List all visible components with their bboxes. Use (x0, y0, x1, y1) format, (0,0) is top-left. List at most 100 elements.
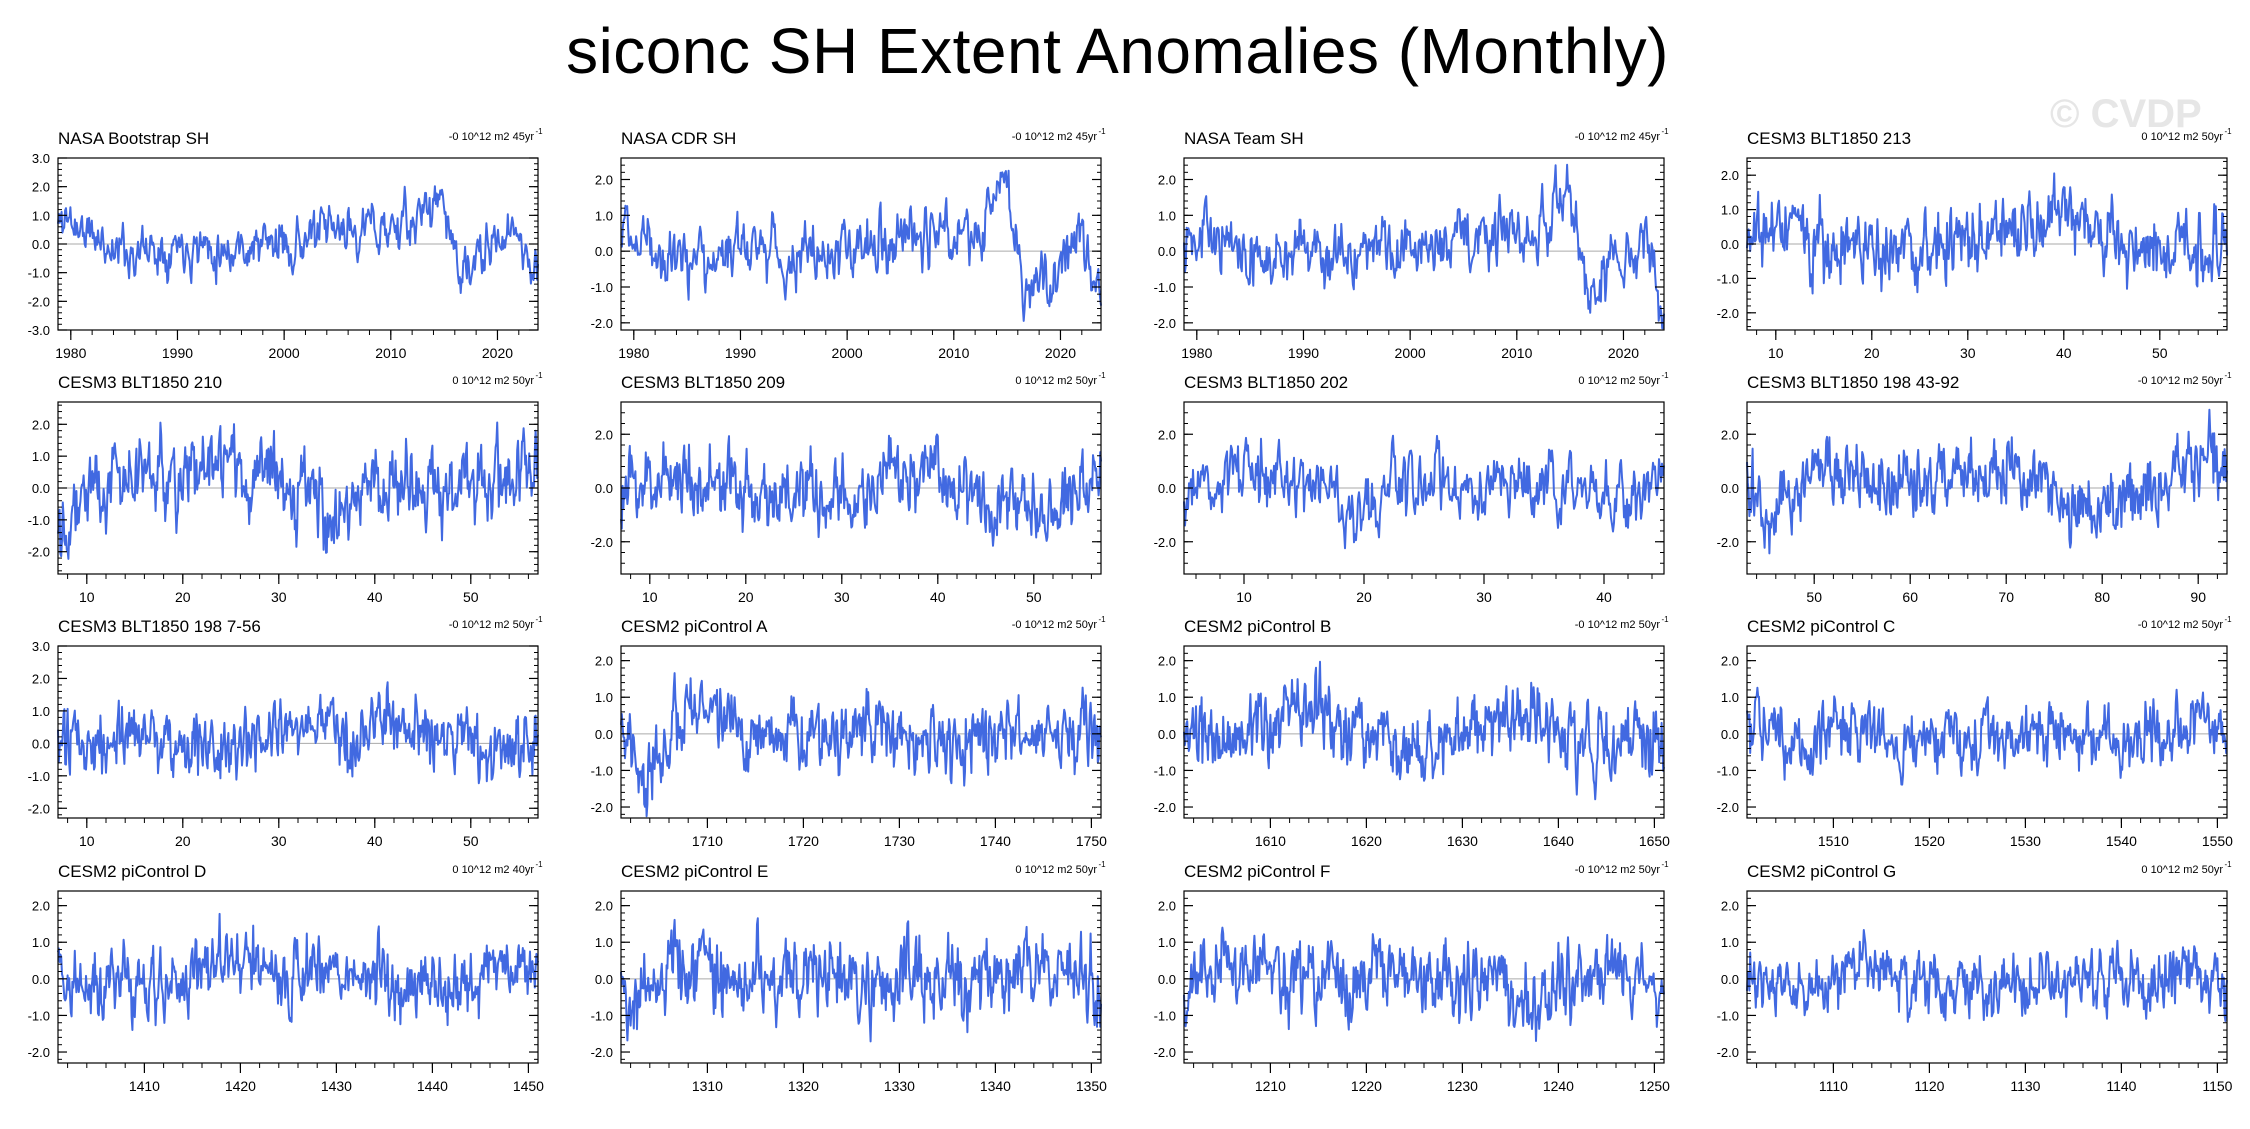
x-tick-label: 1730 (884, 833, 915, 849)
panel-4: CESM3 BLT1850 213 0 10^12 m2 50yr -1 -2.0 -1… (1717, 127, 2233, 361)
y-tick-label: 2.0 (595, 173, 613, 188)
x-tick-label: 1640 (1543, 833, 1574, 849)
panel-title: CESM3 BLT1850 198 43-92 (1747, 373, 1959, 392)
y-tick-label: -1.0 (1717, 271, 1739, 286)
y-tick-label: 2.0 (32, 180, 50, 195)
y-tick-label: 1.0 (32, 704, 50, 719)
y-tick-label: -2.0 (591, 535, 613, 550)
panel-title: CESM2 piControl E (621, 862, 768, 881)
panel-6: CESM3 BLT1850 209 0 10^12 m2 50yr -1 -2.0 0.… (591, 371, 1107, 605)
y-tick-label: -2.0 (1717, 306, 1739, 321)
y-tick-label: -2.0 (591, 800, 613, 815)
panel-2: NASA CDR SH -0 10^12 m2 45yr -1 -2.0 -1.0 0.0… (591, 127, 1107, 361)
x-tick-label: 20 (175, 589, 191, 605)
y-tick-label: 1.0 (1158, 690, 1176, 705)
x-tick-label: 1210 (1255, 1078, 1286, 1094)
panel-title: CESM2 piControl B (1184, 617, 1331, 636)
y-tick-label: -1.0 (28, 1008, 50, 1023)
panel-title: CESM2 piControl A (621, 617, 768, 636)
x-tick-label: 1130 (2010, 1078, 2040, 1094)
x-tick-label: 2020 (482, 345, 513, 361)
x-tick-label: 1150 (2202, 1078, 2232, 1094)
x-tick-label: 40 (2056, 345, 2072, 361)
y-tick-label: -1.0 (28, 513, 50, 528)
trend-superscript: -1 (1661, 371, 1669, 380)
y-tick-label: 2.0 (32, 899, 50, 914)
series-line (1183, 926, 1665, 1042)
x-tick-label: 1320 (788, 1078, 819, 1094)
x-tick-label: 1340 (980, 1078, 1011, 1094)
page-title: siconc SH Extent Anomalies (Monthly) (566, 15, 1669, 87)
panel-title: NASA CDR SH (621, 129, 736, 148)
y-tick-label: -2.0 (1717, 535, 1739, 550)
x-tick-label: 50 (1806, 589, 1822, 605)
trend-label: -0 10^12 m2 45yr (1012, 131, 1098, 143)
x-tick-label: 60 (1902, 589, 1918, 605)
trend-superscript: -1 (1661, 615, 1669, 624)
trend-superscript: -1 (1661, 860, 1669, 869)
y-tick-label: -1.0 (591, 1008, 613, 1023)
panel-5: CESM3 BLT1850 210 0 10^12 m2 50yr -1 -2.0 -1… (28, 371, 544, 605)
y-tick-label: 1.0 (1158, 935, 1176, 950)
series-line (1183, 660, 1665, 801)
x-tick-label: 30 (834, 589, 850, 605)
trend-superscript: -1 (1661, 127, 1669, 136)
panel-8: CESM3 BLT1850 198 43-92 -0 10^12 m2 50yr -… (1717, 371, 2233, 605)
panel-3: NASA Team SH -0 10^12 m2 45yr -1 -2.0 -1.0 0.… (1154, 127, 1670, 361)
x-tick-label: 1720 (788, 833, 819, 849)
panel-7: CESM3 BLT1850 202 0 10^12 m2 50yr -1 -2.0 0.… (1154, 371, 1670, 605)
trend-label: 0 10^12 m2 50yr (2141, 131, 2223, 143)
trend-label: -0 10^12 m2 50yr (1575, 864, 1661, 876)
series-line (620, 169, 1102, 322)
x-tick-label: 80 (2094, 589, 2110, 605)
x-tick-label: 1620 (1351, 833, 1382, 849)
y-tick-label: 2.0 (1721, 427, 1739, 442)
x-tick-label: 50 (2152, 345, 2168, 361)
x-tick-label: 1430 (321, 1078, 352, 1094)
panel-1: NASA Bootstrap SH -0 10^12 m2 45yr -1 -3.0 -… (28, 127, 544, 361)
x-tick-label: 1990 (725, 345, 756, 361)
y-tick-label: 0.0 (1158, 244, 1176, 259)
panel-title: CESM3 BLT1850 198 7-56 (58, 617, 261, 636)
y-tick-label: 0.0 (1721, 237, 1739, 252)
trend-superscript: -1 (1098, 371, 1106, 380)
y-tick-label: -1.0 (28, 769, 50, 784)
cvdp-watermark: © CVDP (2050, 92, 2202, 136)
x-tick-label: 30 (271, 833, 287, 849)
x-tick-label: 1410 (129, 1078, 160, 1094)
panel-title: CESM2 piControl F (1184, 862, 1330, 881)
trend-superscript: -1 (535, 615, 543, 624)
series-line (1746, 929, 2228, 1023)
x-tick-label: 1980 (55, 345, 86, 361)
x-tick-label: 40 (367, 589, 383, 605)
series-line (1183, 434, 1665, 550)
y-tick-label: 2.0 (32, 671, 50, 686)
x-tick-label: 1330 (884, 1078, 915, 1094)
x-tick-label: 50 (463, 589, 479, 605)
x-tick-label: 1520 (1914, 833, 1945, 849)
y-tick-label: 0.0 (32, 972, 50, 987)
y-tick-label: -2.0 (591, 1045, 613, 1060)
panel-12: CESM2 piControl C -0 10^12 m2 50yr -1 -2.0 -… (1717, 615, 2234, 849)
y-tick-label: -1.0 (1717, 763, 1739, 778)
y-tick-label: 2.0 (1158, 173, 1176, 188)
y-tick-label: 0.0 (595, 244, 613, 259)
trend-superscript: -1 (1098, 615, 1106, 624)
x-tick-label: 20 (1864, 345, 1880, 361)
y-tick-label: -1.0 (28, 266, 50, 281)
x-tick-label: 20 (175, 833, 191, 849)
panel-title: CESM3 BLT1850 210 (58, 373, 222, 392)
series-line (1746, 408, 2228, 555)
x-tick-label: 40 (930, 589, 946, 605)
series-line (57, 912, 539, 1031)
y-tick-label: -1.0 (1717, 1008, 1739, 1023)
y-tick-label: 1.0 (1158, 208, 1176, 223)
panel-11: CESM2 piControl B -0 10^12 m2 50yr -1 -2.0 -… (1154, 615, 1671, 849)
y-tick-label: -1.0 (1154, 763, 1176, 778)
y-tick-label: 0.0 (1721, 972, 1739, 987)
y-tick-label: 1.0 (595, 935, 613, 950)
y-tick-label: 0.0 (32, 237, 50, 252)
trend-label: 0 10^12 m2 40yr (452, 864, 534, 876)
x-tick-label: 1310 (692, 1078, 723, 1094)
